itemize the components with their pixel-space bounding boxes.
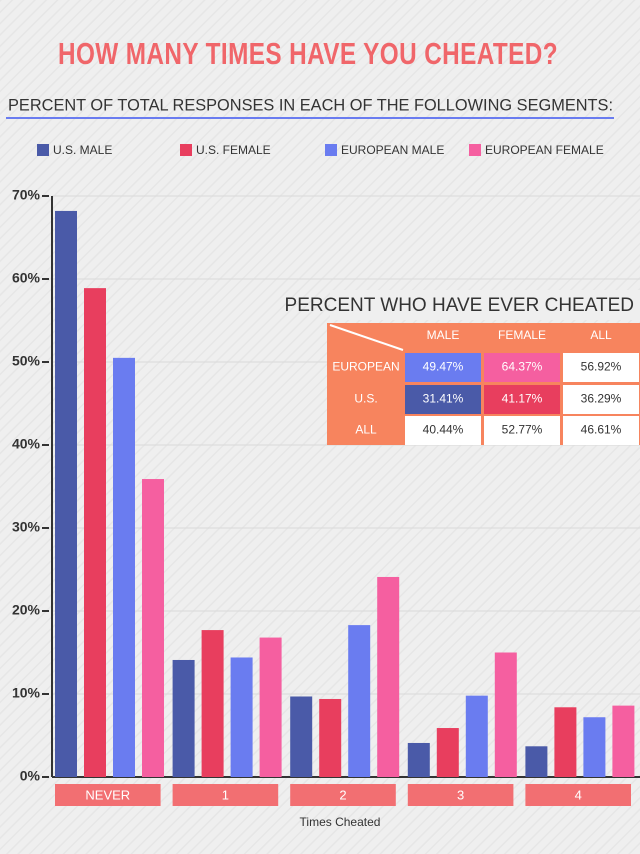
x-tick-label: 2	[339, 787, 346, 802]
bar	[142, 479, 164, 777]
bar	[290, 696, 313, 777]
category-box	[290, 784, 396, 806]
legend-swatch	[325, 144, 337, 156]
legend-label: U.S. FEMALE	[196, 143, 271, 157]
x-axis-label: Times Cheated	[300, 815, 381, 829]
y-tick-label: 30%	[12, 519, 41, 535]
legend-swatch	[180, 144, 192, 156]
x-tick-label: NEVER	[85, 787, 130, 802]
y-tick-label: 60%	[12, 270, 41, 286]
y-tick-label: 40%	[12, 436, 41, 452]
bar	[525, 746, 548, 777]
bar	[319, 698, 342, 777]
inset-cell	[405, 416, 481, 445]
y-tick-label: 0%	[20, 768, 41, 784]
y-tick-label: 20%	[12, 602, 41, 618]
bar	[113, 357, 135, 777]
x-tick-label: 3	[457, 787, 464, 802]
y-tick-label: 70%	[12, 187, 41, 203]
bar	[583, 717, 606, 777]
inset-cell-text: 41.17%	[502, 392, 543, 406]
bar	[436, 728, 459, 777]
inset-backdrop	[330, 290, 640, 320]
inset-cell	[563, 416, 639, 445]
category-box	[172, 784, 279, 806]
inset-cell	[563, 353, 639, 382]
inset-cell-text: 36.29%	[581, 392, 622, 406]
legend-swatch	[37, 144, 49, 156]
bar	[348, 625, 371, 777]
inset-cell-text: 46.61%	[581, 423, 622, 437]
bar	[612, 705, 635, 777]
legend-label: U.S. MALE	[53, 143, 112, 157]
inset-diagonal	[329, 324, 404, 351]
inset-title: PERCENT WHO HAVE EVER CHEATED	[285, 295, 634, 316]
category-box	[525, 784, 631, 806]
inset-cell	[405, 385, 481, 414]
inset-cell-text: 31.41%	[423, 392, 464, 406]
bar	[377, 576, 400, 777]
inset-cell	[484, 385, 560, 414]
bar	[201, 630, 224, 777]
inset-cell	[405, 353, 481, 382]
inset-cell-text: 49.47%	[423, 360, 464, 374]
bar	[84, 288, 106, 777]
inset-column-header: FEMALE	[498, 328, 546, 342]
x-tick-label: 1	[222, 787, 229, 802]
inset-cell-text: 64.37%	[502, 360, 543, 374]
bar	[230, 657, 253, 777]
bar	[259, 637, 282, 777]
legend-swatch	[469, 144, 481, 156]
inset-cell	[563, 385, 639, 414]
inset-row-header: U.S.	[354, 392, 377, 406]
inset-column-header: ALL	[590, 328, 612, 342]
y-tick-label: 10%	[12, 685, 41, 701]
inset-cell-text: 56.92%	[581, 360, 622, 374]
bar	[465, 695, 488, 777]
chart-subtitle: PERCENT OF TOTAL RESPONSES IN EACH OF TH…	[8, 95, 613, 114]
inset-row-header: EUROPEAN	[332, 360, 399, 374]
inset-table: PERCENT WHO HAVE EVER CHEATED MALE FEMALE A…	[285, 290, 640, 445]
inset-cell-text: 52.77%	[502, 423, 543, 437]
bar	[172, 659, 195, 777]
inset-cell-text: 40.44%	[423, 423, 464, 437]
x-tick-label: 4	[575, 787, 582, 802]
bar	[494, 652, 517, 777]
category-box	[55, 784, 161, 806]
chart-title: HOW MANY TIMES HAVE YOU CHEATED?	[58, 36, 558, 71]
inset-row-header: ALL	[355, 423, 377, 437]
y-tick-label: 50%	[12, 353, 41, 369]
legend-label: EUROPEAN MALE	[341, 143, 444, 157]
inset-cell	[484, 353, 560, 382]
inset-column-header: MALE	[427, 328, 460, 342]
legend-label: EUROPEAN FEMALE	[485, 143, 604, 157]
bar	[55, 210, 77, 777]
bar	[407, 742, 430, 777]
bar	[554, 707, 577, 777]
category-box	[407, 784, 514, 806]
inset-cell	[484, 416, 560, 445]
